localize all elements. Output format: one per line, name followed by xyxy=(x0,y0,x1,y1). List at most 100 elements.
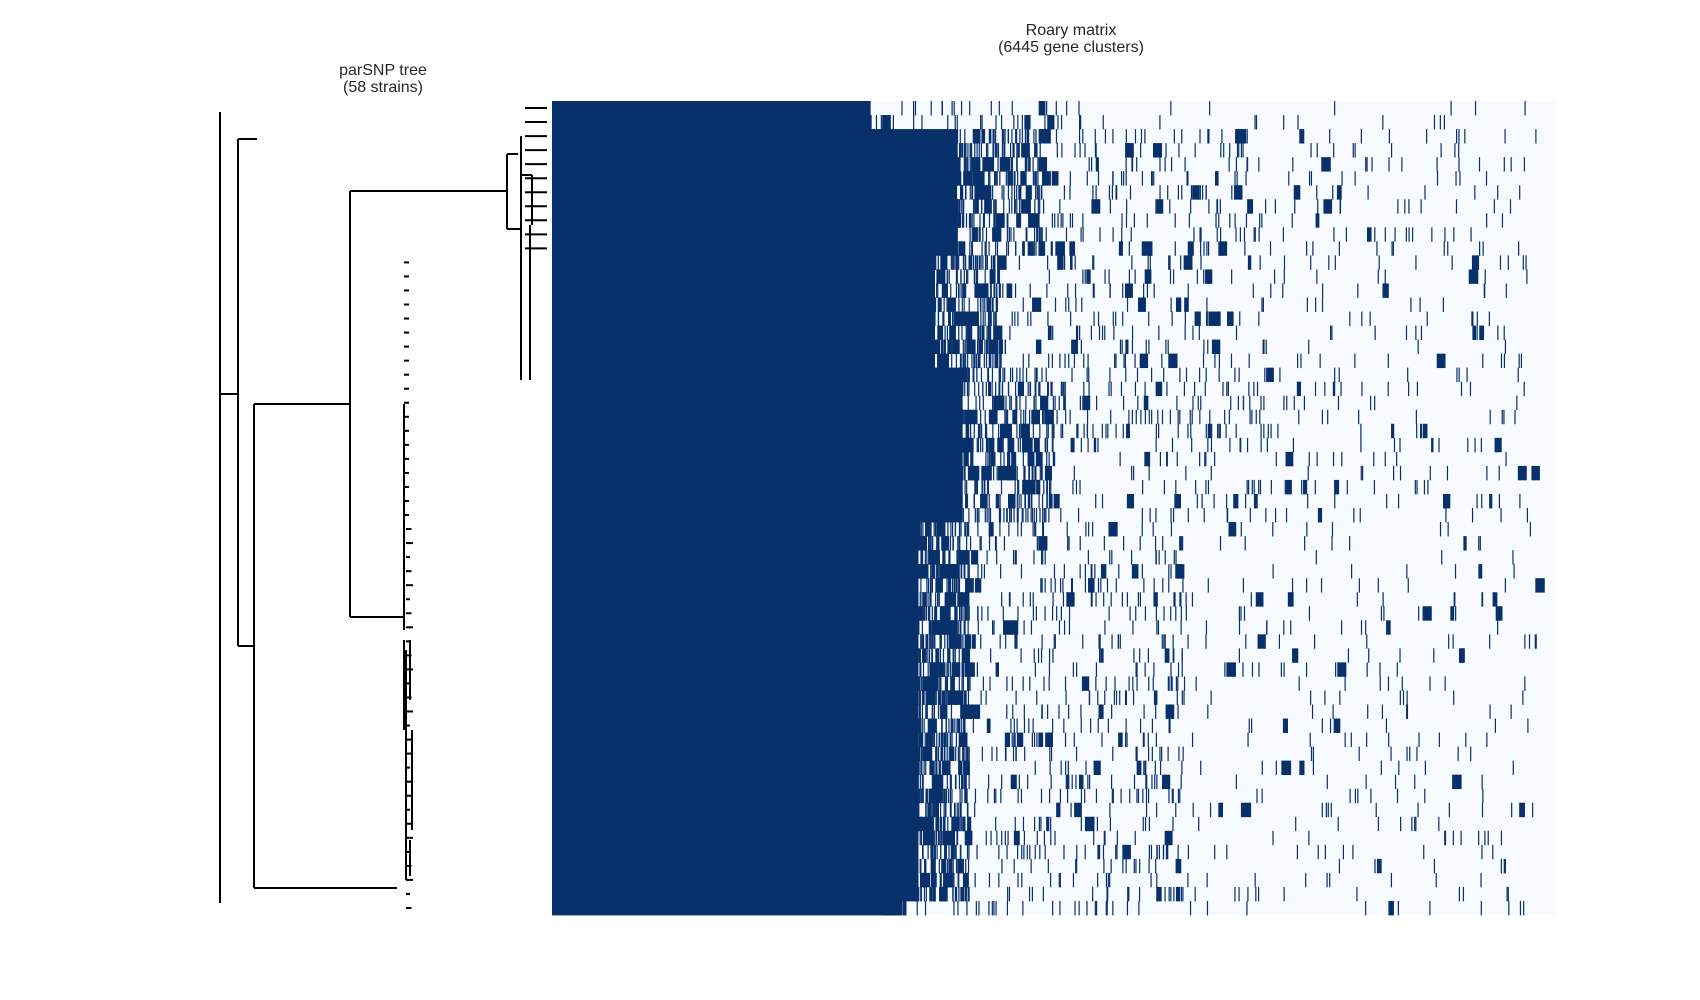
matrix-accessory-gene xyxy=(1161,634,1163,649)
matrix-accessory-gene xyxy=(1001,830,1003,846)
matrix-accessory-gene xyxy=(1334,101,1336,116)
matrix-accessory-gene xyxy=(930,634,932,649)
matrix-accessory-gene xyxy=(949,578,952,593)
matrix-accessory-gene xyxy=(1053,564,1056,579)
matrix-accessory-gene xyxy=(961,816,963,832)
matrix-accessory-gene xyxy=(1261,760,1263,776)
matrix-accessory-gene xyxy=(988,493,990,509)
matrix-accessory-gene xyxy=(1168,578,1170,593)
matrix-accessory-gene xyxy=(1095,157,1099,172)
matrix-accessory-gene xyxy=(1019,367,1021,383)
matrix-accessory-gene xyxy=(960,802,962,818)
matrix-accessory-gene xyxy=(1175,886,1181,902)
matrix-row-10 xyxy=(552,227,1472,242)
matrix-accessory-gene xyxy=(1228,157,1230,172)
matrix-accessory-gene xyxy=(1184,311,1186,326)
matrix-accessory-gene xyxy=(863,101,871,116)
matrix-accessory-gene xyxy=(1089,774,1091,790)
matrix-accessory-gene xyxy=(1018,143,1020,158)
matrix-accessory-gene xyxy=(964,620,966,635)
matrix-accessory-gene xyxy=(922,746,928,762)
matrix-accessory-gene xyxy=(1048,732,1053,747)
matrix-accessory-gene xyxy=(1038,536,1048,551)
matrix-accessory-gene xyxy=(1175,606,1177,621)
matrix-core-block xyxy=(552,241,958,256)
matrix-accessory-gene xyxy=(979,437,982,453)
matrix-accessory-gene xyxy=(1373,479,1376,495)
matrix-accessory-gene xyxy=(1127,143,1132,158)
matrix-accessory-gene xyxy=(925,732,934,747)
matrix-accessory-gene xyxy=(1133,213,1135,228)
matrix-accessory-gene xyxy=(1010,493,1012,509)
matrix-accessory-gene xyxy=(915,746,918,762)
matrix-accessory-gene xyxy=(939,886,941,902)
matrix-accessory-gene xyxy=(1017,381,1025,397)
matrix-accessory-gene xyxy=(999,634,1001,649)
matrix-accessory-gene xyxy=(974,508,976,523)
matrix-accessory-gene xyxy=(943,283,945,298)
matrix-accessory-gene xyxy=(956,115,958,130)
matrix-accessory-gene xyxy=(1150,844,1153,860)
matrix-accessory-gene xyxy=(1057,213,1059,228)
matrix-accessory-gene xyxy=(1122,283,1124,298)
matrix-accessory-gene xyxy=(943,690,946,705)
matrix-accessory-gene xyxy=(1332,185,1334,200)
matrix-accessory-gene xyxy=(1240,143,1242,158)
matrix-accessory-gene xyxy=(1448,634,1450,649)
matrix-accessory-gene xyxy=(1107,872,1109,888)
matrix-accessory-gene xyxy=(1152,676,1154,691)
matrix-accessory-gene xyxy=(1007,129,1009,144)
matrix-accessory-gene xyxy=(996,143,998,158)
matrix-accessory-gene xyxy=(929,662,939,677)
matrix-accessory-gene xyxy=(916,746,919,762)
matrix-accessory-gene xyxy=(974,788,977,804)
matrix-accessory-gene xyxy=(934,297,937,312)
matrix-accessory-gene xyxy=(1040,788,1043,804)
matrix-accessory-gene xyxy=(994,143,996,158)
matrix-accessory-gene xyxy=(1001,858,1003,874)
matrix-accessory-gene xyxy=(921,676,923,691)
matrix-accessory-gene xyxy=(976,437,978,453)
matrix-accessory-gene xyxy=(922,676,924,691)
matrix-accessory-gene xyxy=(1312,760,1315,776)
matrix-accessory-gene xyxy=(1082,129,1084,144)
matrix-accessory-gene xyxy=(979,213,981,228)
matrix-accessory-gene xyxy=(1004,129,1006,144)
matrix-accessory-gene xyxy=(919,690,921,705)
matrix-accessory-gene xyxy=(1016,157,1018,172)
matrix-accessory-gene xyxy=(1292,648,1299,663)
matrix-accessory-gene xyxy=(990,283,992,298)
matrix-row-44 xyxy=(552,704,1512,719)
matrix-accessory-gene xyxy=(1098,325,1101,340)
matrix-accessory-gene xyxy=(963,199,965,214)
matrix-accessory-gene xyxy=(1494,718,1497,733)
matrix-accessory-gene xyxy=(1031,493,1033,509)
matrix-accessory-gene xyxy=(975,255,977,270)
matrix-accessory-gene xyxy=(945,858,947,874)
matrix-accessory-gene xyxy=(1022,451,1024,467)
matrix-accessory-gene xyxy=(1297,353,1299,369)
matrix-accessory-gene xyxy=(962,662,964,677)
matrix-accessory-gene xyxy=(1180,592,1182,607)
matrix-accessory-gene xyxy=(955,774,957,790)
matrix-accessory-gene xyxy=(1187,634,1189,649)
matrix-accessory-gene xyxy=(1416,479,1418,495)
matrix-accessory-gene xyxy=(1214,451,1216,467)
matrix-accessory-gene xyxy=(1018,493,1020,509)
matrix-accessory-gene xyxy=(958,648,960,663)
matrix-accessory-gene xyxy=(1010,395,1012,411)
matrix-accessory-gene xyxy=(1321,409,1323,425)
matrix-accessory-gene xyxy=(961,550,963,565)
matrix-accessory-gene xyxy=(1091,199,1101,214)
matrix-accessory-gene xyxy=(1057,255,1064,270)
matrix-accessory-gene xyxy=(985,830,987,846)
matrix-accessory-gene xyxy=(1033,732,1036,747)
matrix-accessory-gene xyxy=(963,564,965,579)
matrix-accessory-gene xyxy=(958,872,960,888)
matrix-accessory-gene xyxy=(1179,409,1181,425)
matrix-accessory-gene xyxy=(1240,522,1242,537)
matrix-accessory-gene xyxy=(1414,774,1416,790)
matrix-accessory-gene xyxy=(1027,241,1033,256)
matrix-accessory-gene xyxy=(1444,227,1446,242)
matrix-accessory-gene xyxy=(929,578,931,593)
